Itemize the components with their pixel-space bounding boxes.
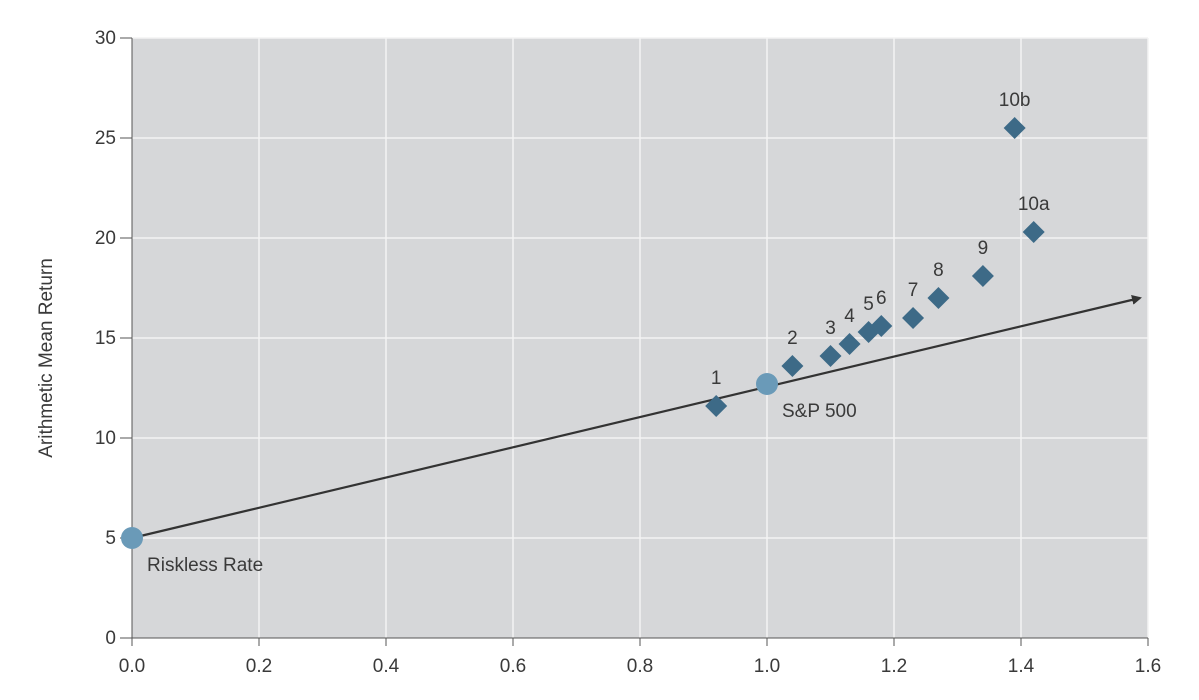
portfolio-marker (870, 315, 893, 337)
portfolio-label: 7 (908, 280, 919, 301)
portfolio-marker (927, 287, 950, 309)
portfolio-label: 5 (863, 294, 874, 315)
x-axis-ticks: 0.0 0.2 0.4 0.6 0.8 1.0 1.2 1.4 1.6 (119, 638, 1161, 677)
grid (132, 37, 1149, 638)
portfolio-label: 10b (999, 90, 1031, 111)
portfolio-marker (819, 345, 842, 367)
security-market-line-group (131, 294, 1142, 540)
y-tick-label: 15 (95, 328, 116, 349)
x-tick-label: 0.0 (119, 656, 145, 677)
portfolio-label: 9 (978, 238, 989, 259)
x-tick-label: 1.2 (881, 656, 907, 677)
portfolio-label: 6 (876, 288, 887, 309)
reference-points: Riskless Rate S&P 500 (121, 373, 857, 576)
y-axis-ticks: 0 5 10 15 20 25 30 (95, 28, 132, 649)
portfolio-marker (705, 395, 728, 417)
x-tick-label: 1.6 (1135, 656, 1161, 677)
reference-point-marker (121, 527, 143, 549)
y-tick-label: 0 (105, 628, 116, 649)
reference-point-label: S&P 500 (782, 401, 857, 422)
reference-point-label: Riskless Rate (147, 555, 263, 576)
portfolio-marker (838, 333, 861, 355)
portfolio-marker (781, 355, 804, 377)
y-tick-label: 25 (95, 128, 116, 149)
portfolio-label: 2 (787, 328, 798, 349)
portfolio-points: 1 2 345 6 78 9 10a 10b (705, 90, 1050, 417)
portfolio-label: 8 (933, 260, 944, 281)
portfolio-label: 3 (825, 318, 836, 339)
portfolio-marker (1003, 117, 1026, 139)
portfolio-marker (902, 307, 925, 329)
security-market-line (131, 294, 1142, 540)
portfolio-marker (1022, 221, 1045, 243)
x-tick-label: 1.0 (754, 656, 780, 677)
y-tick-label: 5 (105, 528, 116, 549)
y-tick-label: 30 (95, 28, 116, 49)
x-tick-label: 0.4 (373, 656, 400, 677)
x-tick-label: 0.2 (246, 656, 272, 677)
x-tick-label: 0.6 (500, 656, 526, 677)
portfolio-label: 10a (1018, 194, 1050, 215)
y-axis-label: Arithmetic Mean Return (36, 258, 57, 458)
x-tick-label: 0.8 (627, 656, 653, 677)
portfolio-label: 1 (711, 368, 722, 389)
x-tick-label: 1.4 (1008, 656, 1035, 677)
portfolio-marker (971, 265, 994, 287)
y-tick-label: 10 (95, 428, 116, 449)
reference-point-marker (756, 373, 778, 395)
portfolio-label: 4 (844, 306, 855, 327)
y-tick-label: 20 (95, 228, 116, 249)
